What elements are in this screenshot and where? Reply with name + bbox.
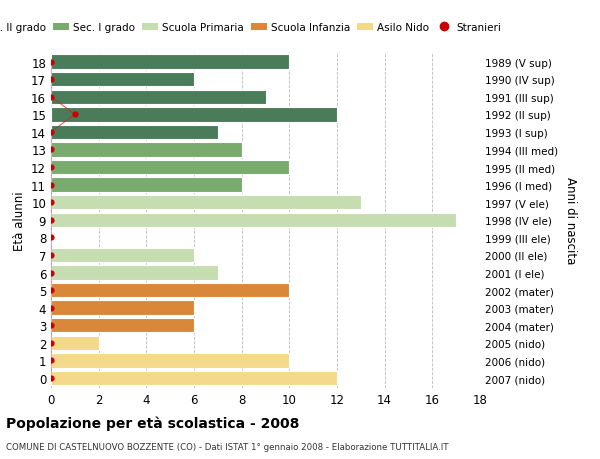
Bar (51, 248, 194, 263)
Bar (51, 266, 218, 280)
Bar (51, 353, 289, 368)
Bar (51, 55, 289, 70)
Bar (51, 336, 98, 350)
Text: Popolazione per età scolastica - 2008: Popolazione per età scolastica - 2008 (6, 415, 299, 430)
Bar (51, 178, 242, 192)
Bar (51, 283, 289, 298)
Bar (51, 125, 218, 140)
Bar (51, 319, 194, 333)
Bar (51, 73, 194, 87)
Bar (51, 371, 337, 386)
Bar (51, 161, 289, 175)
Bar (51, 90, 265, 105)
Y-axis label: Età alunni: Età alunni (13, 190, 26, 250)
Bar (51, 196, 361, 210)
Bar (51, 143, 242, 157)
Text: COMUNE DI CASTELNUOVO BOZZENTE (CO) - Dati ISTAT 1° gennaio 2008 - Elaborazione : COMUNE DI CASTELNUOVO BOZZENTE (CO) - Da… (6, 442, 449, 451)
Bar (51, 213, 456, 228)
Legend: Sec. II grado, Sec. I grado, Scuola Primaria, Scuola Infanzia, Asilo Nido, Stran: Sec. II grado, Sec. I grado, Scuola Prim… (0, 23, 501, 33)
Y-axis label: Anni di nascita: Anni di nascita (565, 177, 577, 264)
Bar (51, 301, 194, 315)
Bar (51, 108, 337, 122)
